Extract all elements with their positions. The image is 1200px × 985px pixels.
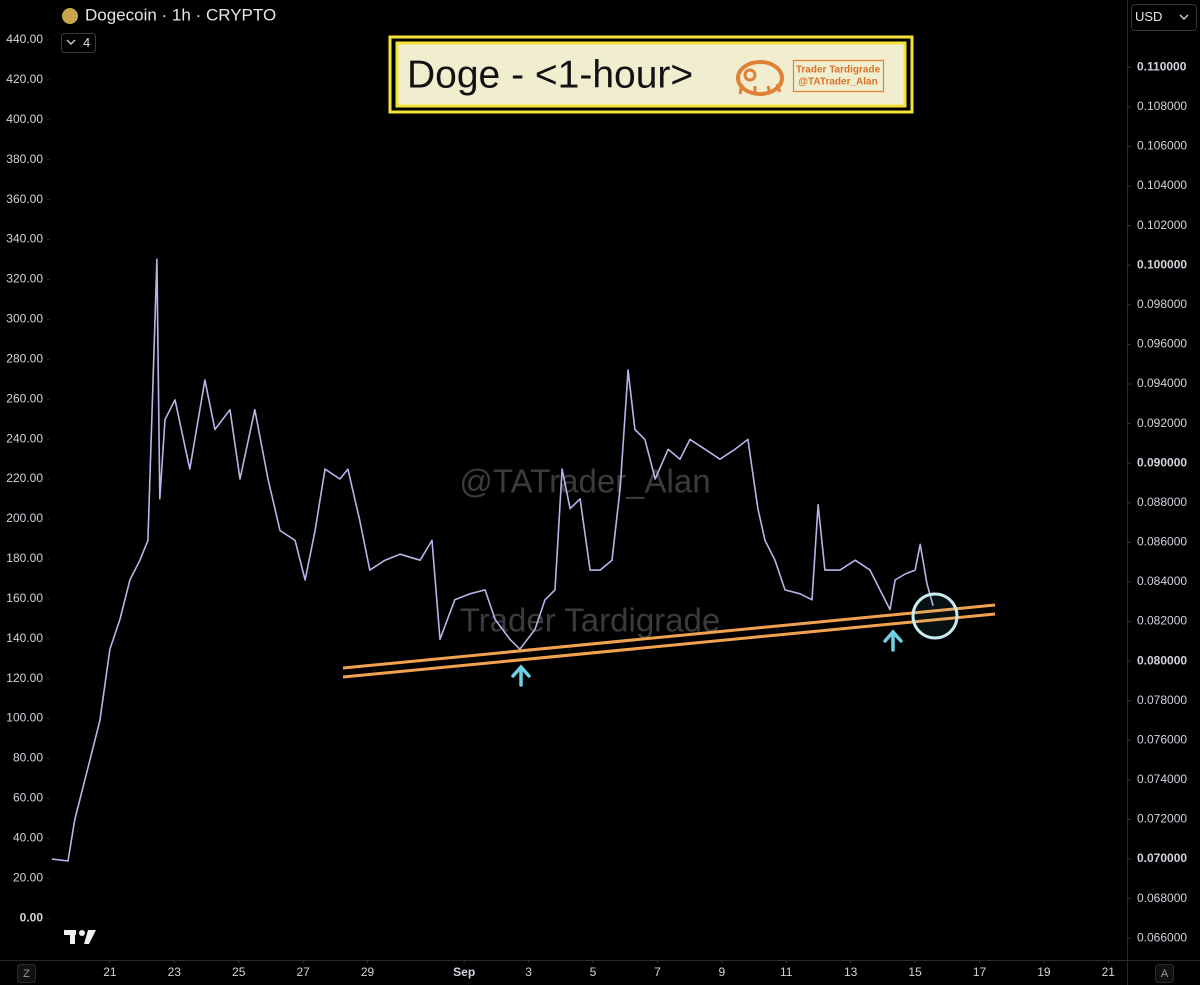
y-tick-label: 200.00 xyxy=(6,511,43,525)
x-tick-label: Sep xyxy=(453,965,475,979)
indicator-toggle[interactable] xyxy=(61,33,96,53)
x-tick-label: 9 xyxy=(718,965,725,979)
watermark: @TATrader_Alan xyxy=(459,463,710,500)
x-tick-label: 21 xyxy=(103,965,117,979)
y-tick-label: 140.00 xyxy=(6,631,43,645)
y-tick-label: 400.00 xyxy=(6,112,43,126)
x-tick-label: 7 xyxy=(654,965,661,979)
x-tick-label: 19 xyxy=(1037,965,1051,979)
y-tick-label: 60.00 xyxy=(13,791,43,805)
x-tick-label: 5 xyxy=(590,965,597,979)
y-tick-label: 360.00 xyxy=(6,192,43,206)
y-tick-label: 100.00 xyxy=(6,711,43,725)
x-tick-label: 23 xyxy=(168,965,182,979)
y2-tick-label: 0.102000 xyxy=(1137,218,1187,232)
y-tick-label: 20.00 xyxy=(13,870,43,884)
y-tick-label: 180.00 xyxy=(6,551,43,565)
coin-icon xyxy=(62,8,78,24)
currency-button[interactable] xyxy=(1131,4,1197,31)
logo-icon xyxy=(736,60,784,96)
corner-button[interactable] xyxy=(1155,964,1174,983)
indicator-count: 4 xyxy=(83,35,90,50)
y2-tick-label: 0.066000 xyxy=(1137,930,1187,944)
currency-label: USD xyxy=(1135,9,1162,24)
y-tick-label: 280.00 xyxy=(6,351,43,365)
y2-tick-label: 0.108000 xyxy=(1137,99,1187,113)
y2-tick-label: 0.088000 xyxy=(1137,495,1187,509)
y2-tick-label: 0.096000 xyxy=(1137,337,1187,351)
y-tick-label: 220.00 xyxy=(6,471,43,485)
y2-tick-label: 0.094000 xyxy=(1137,376,1187,390)
y-tick-label: 80.00 xyxy=(13,751,43,765)
x-tick-label: 13 xyxy=(844,965,858,979)
arrow xyxy=(883,629,903,652)
y-tick-label: 320.00 xyxy=(6,272,43,286)
y2-tick-label: 0.100000 xyxy=(1137,257,1187,271)
y-tick-label: 160.00 xyxy=(6,591,43,605)
y2-tick-label: 0.106000 xyxy=(1137,139,1187,153)
corner-button-label: Z xyxy=(23,968,30,980)
y2-tick-label: 0.076000 xyxy=(1137,732,1187,746)
x-tick-label: 21 xyxy=(1102,965,1116,979)
corner-button[interactable] xyxy=(17,964,36,983)
watermark: Trader Tardigrade xyxy=(460,602,720,639)
y-tick-label: 240.00 xyxy=(6,431,43,445)
arrow xyxy=(511,664,531,687)
x-tick-label: 15 xyxy=(908,965,922,979)
support-line xyxy=(342,612,996,679)
y-tick-label: 440.00 xyxy=(6,32,43,46)
headline-frame xyxy=(388,35,914,114)
logo-handle: @TATrader_Alan xyxy=(798,77,877,88)
y2-tick-label: 0.092000 xyxy=(1137,416,1187,430)
y2-tick-label: 0.090000 xyxy=(1137,455,1187,469)
x-tick-label: 27 xyxy=(296,965,310,979)
chevron xyxy=(66,39,76,45)
y2-tick-label: 0.084000 xyxy=(1137,574,1187,588)
logo-box xyxy=(792,59,885,93)
y2-tick-label: 0.086000 xyxy=(1137,535,1187,549)
y-tick-label: 40.00 xyxy=(13,830,43,844)
tv-logo xyxy=(64,930,96,944)
y2-tick-label: 0.110000 xyxy=(1137,59,1187,73)
logo-name: Trader Tardigrade xyxy=(796,65,881,76)
y-tick-label: 300.00 xyxy=(6,312,43,326)
headline-box xyxy=(395,41,907,108)
corner-button-label: A xyxy=(1161,968,1169,980)
y2-tick-label: 0.080000 xyxy=(1137,653,1187,667)
price-line xyxy=(51,258,934,862)
y2-tick-label: 0.098000 xyxy=(1137,297,1187,311)
x-tick-label: 11 xyxy=(780,965,793,979)
support-line xyxy=(342,603,996,670)
x-tick-label: 17 xyxy=(973,965,987,979)
plot-area xyxy=(51,258,934,862)
y2-tick-label: 0.082000 xyxy=(1137,614,1187,628)
headline: Doge - <1-hour> xyxy=(407,53,693,96)
y2-tick-label: 0.068000 xyxy=(1137,891,1187,905)
y-tick-label: 120.00 xyxy=(6,671,43,685)
y-tick-label: 0.00 xyxy=(20,910,44,924)
y-tick-label: 420.00 xyxy=(6,72,43,86)
y2-tick-label: 0.072000 xyxy=(1137,812,1187,826)
y-tick-label: 260.00 xyxy=(6,391,43,405)
symbol-title: Dogecoin · 1h · CRYPTO xyxy=(85,5,276,24)
highlight-circle xyxy=(911,592,959,640)
x-tick-label: 25 xyxy=(232,965,246,979)
y-tick-label: 380.00 xyxy=(6,152,43,166)
y2-tick-label: 0.104000 xyxy=(1137,178,1187,192)
chevron xyxy=(1179,14,1189,20)
y2-tick-label: 0.070000 xyxy=(1137,851,1187,865)
x-tick-label: 3 xyxy=(525,965,532,979)
x-tick-label: 29 xyxy=(361,965,375,979)
y2-tick-label: 0.078000 xyxy=(1137,693,1187,707)
y2-tick-label: 0.074000 xyxy=(1137,772,1187,786)
y-tick-label: 340.00 xyxy=(6,232,43,246)
